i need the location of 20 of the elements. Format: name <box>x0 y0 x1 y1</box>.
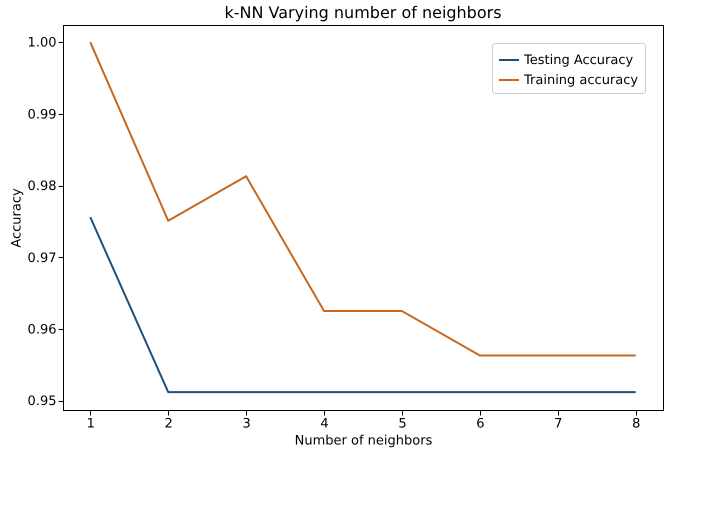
y-axis-title: Accuracy <box>10 188 25 248</box>
legend-label: Training accuracy <box>523 73 638 88</box>
y-tick-label: 0.96 <box>28 322 56 338</box>
x-tick-label: 4 <box>320 416 329 432</box>
line-series <box>89 41 637 357</box>
x-tick-label: 8 <box>632 416 640 432</box>
y-tick-label: 0.97 <box>28 250 56 266</box>
x-tick-label: 7 <box>554 416 562 432</box>
y-tick-label: 0.99 <box>28 107 56 122</box>
x-tick-label: 2 <box>164 416 173 432</box>
chart-title: k-NN Varying number of neighbors <box>224 3 502 22</box>
x-tick-label: 5 <box>398 416 407 432</box>
x-tick-label: 6 <box>476 416 485 432</box>
y-tick-label: 1.00 <box>28 36 56 51</box>
y-tick-label: 0.95 <box>28 394 56 410</box>
y-tick-label: 0.98 <box>28 179 56 194</box>
x-axis-title: Number of neighbors <box>294 434 433 448</box>
x-tick-label: 1 <box>86 416 95 432</box>
legend-label: Testing Accuracy <box>523 53 634 68</box>
x-tick-label: 3 <box>242 416 251 432</box>
